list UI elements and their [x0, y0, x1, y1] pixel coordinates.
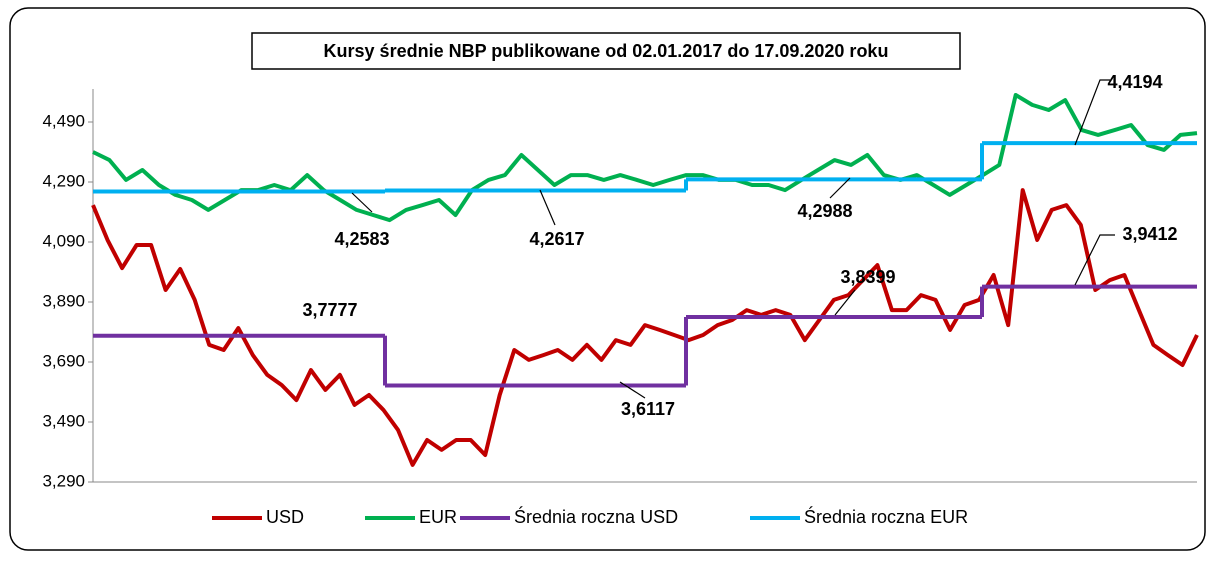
leader-line: [1074, 79, 1110, 146]
series-line: [92, 93, 1198, 223]
y-tick-label: 3,490: [42, 411, 85, 430]
legend-label: USD: [266, 507, 304, 527]
legend-label: Średnia roczna EUR: [804, 506, 968, 527]
data-label: 4,2988: [797, 201, 852, 221]
legend-label: Średnia roczna USD: [514, 506, 678, 527]
leader-line: [539, 189, 556, 226]
leader-line: [1074, 234, 1115, 286]
data-label: 3,6117: [621, 399, 675, 419]
leader-line: [829, 177, 851, 199]
y-tick-label: 3,290: [42, 471, 85, 490]
data-label: 4,2583: [334, 229, 389, 249]
data-label: 3,8399: [840, 267, 895, 287]
chart-title: Kursy średnie NBP publikowane od 02.01.2…: [324, 41, 889, 61]
data-label: 3,9412: [1122, 224, 1177, 244]
frame: [9, 7, 1206, 551]
data-label: 4,2617: [529, 229, 584, 249]
y-tick-label: 4,290: [42, 171, 85, 190]
y-tick-label: 4,490: [42, 111, 85, 130]
data-label: 3,7777: [302, 300, 357, 320]
y-tick-label: 3,690: [42, 351, 85, 370]
series-line: [91, 188, 1199, 467]
y-tick-label: 3,890: [42, 291, 85, 310]
leader-line: [351, 192, 373, 213]
leader-line: [619, 381, 646, 399]
leader-line: [834, 289, 856, 316]
legend-label: EUR: [419, 507, 457, 527]
y-tick-label: 4,090: [42, 231, 85, 250]
data-label: 4,4194: [1107, 72, 1162, 92]
title-box: [251, 32, 961, 70]
